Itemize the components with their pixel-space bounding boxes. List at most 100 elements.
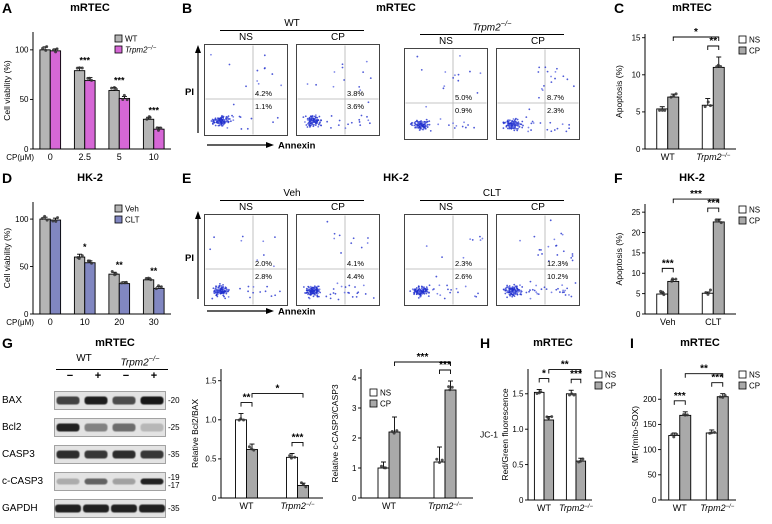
data-dot [717,219,721,223]
y-tick-label: 150 [643,420,657,429]
data-dot [535,392,539,396]
lower-quadrant-percentage: 2.6% [455,272,472,281]
blot-row-CASP3: CASP3 -35 [2,445,188,465]
significance-bracket [548,369,582,374]
pi-axis-arrow: PI [185,211,201,299]
significance-stars: *** [711,373,723,384]
data-dot [156,128,160,132]
blot-band [84,478,108,485]
bar [533,391,545,501]
panel-H-title: mRTEC [533,337,573,349]
significance-bracket [711,382,724,387]
data-dot [148,116,152,120]
x-category-label: 10 [149,152,159,162]
data-dot [159,285,163,289]
bar [153,128,165,150]
y-tick-label: 0 [24,310,29,319]
panel-letter-E: E [182,170,192,186]
upper-quadrant-percentage: 8.7% [547,93,564,102]
upper-quadrant-percentage: 4.1% [347,259,364,268]
bar [716,396,729,501]
significance-stars: ** [561,360,569,371]
y-tick-label: 20 [632,228,641,237]
cp-treatment-row: − + − + [66,370,158,383]
data-dot [395,429,399,433]
bar [444,389,457,499]
data-dot [110,270,114,274]
condition-label: CP [331,202,345,213]
data-dot [671,277,675,281]
bar [49,219,62,315]
y-tick-label: 1 [352,464,357,473]
blot-strip [54,499,166,519]
y-axis-label: Apoptosis (%) [614,65,624,118]
data-dot [120,281,124,285]
y-tick-label: 0.5 [205,455,217,464]
data-dot [706,100,710,104]
data-dot [392,431,396,435]
bar [73,256,86,315]
legend-swatch [738,370,747,379]
bar [565,393,577,501]
data-dot [660,108,664,112]
significance-stars: * [83,242,87,252]
data-dot [669,95,673,99]
significance-stars: ** [116,260,124,270]
data-dot [54,219,58,223]
y-tick-label: 100 [15,46,29,55]
data-dot [714,218,718,222]
data-dot [77,256,81,260]
blot-band [83,504,109,513]
x-category-label: WT [537,503,551,513]
data-dot [447,385,451,389]
legend-label: Veh [125,205,139,214]
bar [679,414,692,501]
panel-letter-G: G [2,335,13,351]
x-category-label: 5 [117,152,122,162]
panel-C-title: mRTEC [672,2,712,14]
legend-label: NS [605,371,616,380]
data-dot [704,291,708,295]
data-dot [670,433,674,437]
data-dot [80,254,84,258]
flow-plot: 12.3% 10.2% [496,214,580,306]
y-axis-label: Relative Bcl2/BAX [190,399,200,468]
lower-quadrant-percentage: 4.4% [347,272,364,281]
legend-label: NS [749,206,760,215]
data-dot [51,219,55,223]
ccasp3-casp3-ratio-chart: 0 1 2 3 4 Relative c-CASP3/CASP3 WT Trpm2−/− ***… [328,352,478,515]
data-dot [51,48,55,52]
data-dot [289,456,293,460]
x-category-label: Trpm2−/− [696,152,731,162]
data-dot [249,447,253,451]
data-dot [661,290,665,294]
bcl2-bax-ratio-chart: 0 0.5 1.0 1.5 Relative Bcl2/BAX WT Trpm2−/− ** *… [188,353,328,515]
kda-marker: -35 [168,503,180,513]
data-dot [718,395,722,399]
condition-label: NS [439,202,453,213]
pi-axis-label: PI [185,87,194,98]
legend-label: NS [380,389,391,398]
data-dot [145,117,149,121]
significance-bracket [240,402,253,407]
x-category-label: WT [240,501,254,511]
significance-stars: ** [700,364,708,375]
legend-swatch [738,35,747,44]
flow-plot: 2.0% 2.8% [204,214,288,306]
significance-bracket [672,36,720,41]
data-dot [124,280,128,284]
data-dot [40,216,44,220]
data-dot [723,394,727,398]
data-dot [144,276,148,280]
data-dot [568,393,572,397]
panel-E-title: HK-2 [383,172,409,184]
y-tick-label: 1.5 [512,390,524,399]
condition-label: NS [439,36,453,48]
data-dot [674,277,678,281]
blot-group-label: Trpm2−/− [112,353,168,371]
significance-bracket [673,400,686,405]
